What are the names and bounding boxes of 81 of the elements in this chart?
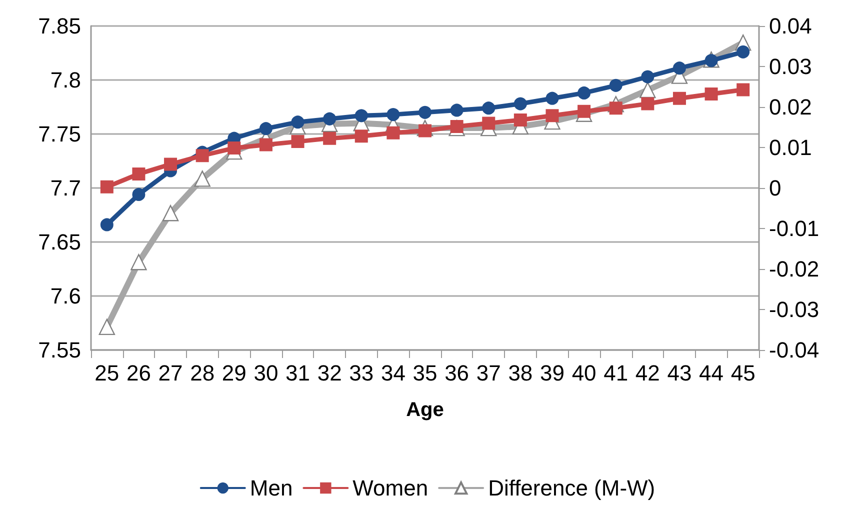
y-tick-label: 7.6 [50, 284, 81, 308]
y2-tick-label: 0.02 [769, 94, 812, 120]
point [100, 180, 114, 194]
x-tick-label: 36 [444, 360, 470, 386]
y-tick-label: 7.55 [38, 338, 81, 362]
x-tick-label: 29 [222, 360, 246, 386]
point [609, 78, 622, 92]
y-tick-label: 7.7 [50, 176, 81, 200]
y2-tick-label: -0.01 [769, 216, 820, 241]
legend-label: Women [352, 476, 428, 500]
point [736, 83, 750, 96]
point [386, 108, 400, 122]
x-tick-label: 25 [94, 360, 120, 386]
y-tick-label: 7.85 [38, 14, 81, 38]
point [98, 318, 116, 336]
x-tick-label: 32 [317, 360, 342, 386]
y2-tick-label: 0.01 [769, 135, 812, 160]
x-tick-label: 26 [126, 360, 151, 386]
point [640, 82, 656, 98]
point [514, 113, 527, 126]
point [578, 104, 591, 118]
point [386, 126, 400, 140]
x-tick-label: 43 [667, 360, 692, 386]
point [482, 116, 496, 130]
point [259, 138, 272, 152]
point [514, 97, 527, 110]
y2-tick-label: -0.03 [769, 297, 820, 322]
x-tick-label: 45 [730, 360, 756, 386]
x-tick-label: 39 [540, 360, 564, 386]
x-tick-label: 38 [508, 360, 533, 386]
x-tick-label: 42 [635, 360, 660, 386]
legend-label: Difference (M-W) [488, 476, 656, 500]
point [228, 142, 241, 155]
y2-tick-label: -0.02 [769, 256, 820, 282]
y2-tick-label: -0.04 [769, 338, 820, 362]
y2-tick-label: 0.03 [769, 54, 812, 79]
point [323, 112, 336, 126]
x-tick-label: 33 [349, 360, 374, 386]
point [162, 205, 179, 222]
y2-tick-label: 0.04 [769, 14, 812, 38]
x-tick-label: 31 [286, 360, 310, 386]
point [672, 62, 686, 75]
legend-label: Men [250, 476, 293, 500]
point [259, 122, 272, 136]
y2-tick-label: 0 [769, 176, 782, 200]
x-tick-label: 28 [190, 360, 215, 386]
x-tick-label: 40 [572, 360, 596, 386]
point [164, 158, 178, 171]
x-axis-title: Age [406, 399, 444, 421]
point [641, 70, 654, 84]
point [704, 88, 718, 101]
point [641, 97, 654, 110]
point [450, 104, 464, 117]
point [194, 170, 210, 187]
point [291, 116, 304, 129]
point [132, 167, 146, 180]
x-tick-label: 30 [254, 360, 278, 386]
point [354, 130, 368, 143]
y-tick-label: 7.8 [50, 68, 81, 92]
point [482, 102, 496, 115]
point [323, 132, 336, 145]
x-tick-label: 44 [699, 360, 724, 386]
point [578, 86, 591, 100]
x-tick-label: 35 [412, 360, 438, 386]
x-tick-label: 27 [158, 360, 183, 386]
y-tick-label: 7.65 [38, 230, 81, 254]
point [196, 149, 209, 162]
x-tick-label: 37 [476, 360, 501, 386]
point [291, 135, 304, 148]
x-tick-label: 41 [604, 360, 628, 386]
point [100, 218, 114, 232]
point [546, 109, 559, 122]
point [418, 106, 432, 119]
point [546, 92, 559, 105]
point [132, 188, 146, 201]
point [354, 109, 368, 122]
point [130, 254, 147, 270]
y-tick-label: 7.75 [38, 122, 81, 146]
point [736, 45, 750, 58]
x-tick-label: 34 [380, 360, 406, 386]
point [672, 92, 686, 105]
